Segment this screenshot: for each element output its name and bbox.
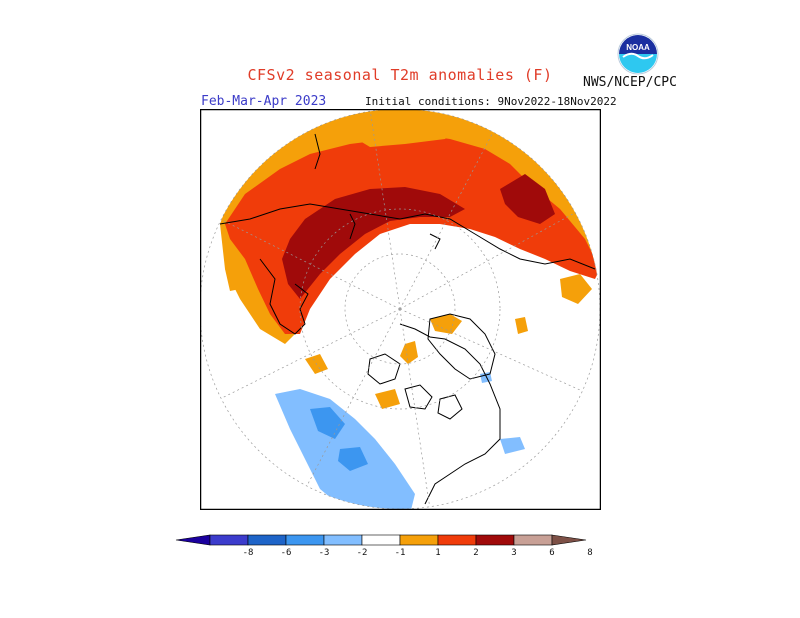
colorbar-swatch bbox=[209, 534, 249, 546]
season-label: Feb-Mar-Apr 2023 bbox=[201, 94, 327, 109]
colorbar-swatch bbox=[247, 534, 287, 546]
colorbar-label: 8 bbox=[587, 548, 593, 558]
agency-label: NWS/NCEP/CPC bbox=[583, 75, 677, 90]
colorbar-swatch bbox=[513, 534, 553, 546]
logo-text: NOAA bbox=[626, 43, 650, 52]
chart-title: CFSv2 seasonal T2m anomalies (F) bbox=[247, 66, 553, 84]
colorbar-label: -8 bbox=[242, 548, 254, 558]
colorbar-swatch bbox=[437, 534, 477, 546]
anomaly-red-band bbox=[225, 134, 600, 334]
colorbar-swatch bbox=[551, 534, 587, 546]
anomaly-orange-north bbox=[340, 109, 465, 147]
colorbar-label: -6 bbox=[280, 548, 292, 558]
colorbar-swatch bbox=[361, 534, 401, 546]
noaa-logo: NOAA bbox=[617, 33, 659, 75]
coastline-europe bbox=[259, 258, 309, 335]
colorbar-label: 6 bbox=[549, 548, 555, 558]
colorbar-swatch bbox=[285, 534, 325, 546]
colorbar-swatch bbox=[475, 534, 515, 546]
colorbar-label: -3 bbox=[318, 548, 330, 558]
anomaly-darkred-east bbox=[500, 174, 555, 224]
colorbar-swatch bbox=[175, 534, 211, 546]
coastline-north-america bbox=[399, 323, 501, 505]
coastline-eurasia bbox=[219, 203, 596, 270]
colorbar-label: 2 bbox=[473, 548, 479, 558]
colorbar-swatch bbox=[399, 534, 439, 546]
coastline-greenland bbox=[427, 313, 496, 380]
coastline-arctic-islands bbox=[367, 353, 401, 385]
colorbar-label: 1 bbox=[435, 548, 441, 558]
colorbar-label: -2 bbox=[356, 548, 368, 558]
polar-map bbox=[200, 109, 601, 510]
initial-conditions-label: Initial conditions: 9Nov2022-18Nov2022 bbox=[365, 95, 617, 108]
colorbar-label: -1 bbox=[394, 548, 406, 558]
colorbar bbox=[175, 534, 587, 546]
anomaly-cold-mid bbox=[310, 407, 345, 439]
colorbar-label: 3 bbox=[511, 548, 517, 558]
colorbar-swatch bbox=[323, 534, 363, 546]
